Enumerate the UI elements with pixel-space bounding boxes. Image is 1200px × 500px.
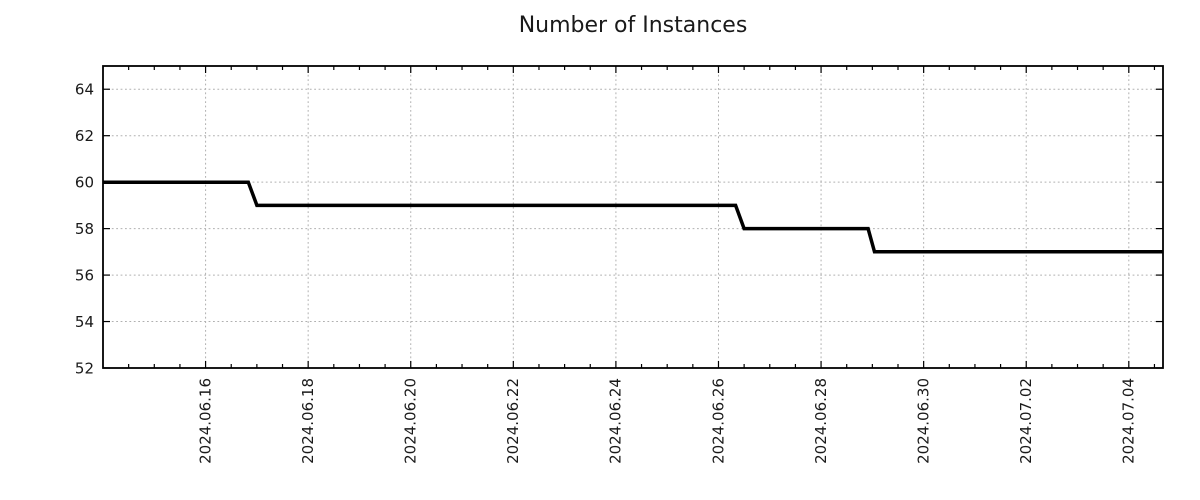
y-tick-label: 62 xyxy=(75,127,94,145)
x-tick-label: 2024.06.18 xyxy=(299,378,317,464)
x-tick-label: 2024.07.04 xyxy=(1120,378,1138,464)
gridlines xyxy=(103,66,1163,368)
x-tick-label: 2024.06.24 xyxy=(607,378,625,464)
plot-border xyxy=(102,65,1164,369)
x-tick-label: 2024.07.02 xyxy=(1017,378,1035,464)
x-tick-label: 2024.06.22 xyxy=(504,378,522,464)
x-tick-label: 2024.06.30 xyxy=(914,378,932,464)
x-tick-labels: 2024.06.16 2024.06.18 2024.06.20 2024.06.22… xyxy=(196,378,1137,464)
y-tick-label: 56 xyxy=(75,266,94,284)
x-tick-label: 2024.06.26 xyxy=(709,378,727,464)
y-tick-label: 58 xyxy=(75,220,94,238)
y-tick-label: 54 xyxy=(75,313,94,331)
x-tick-label: 2024.06.20 xyxy=(402,378,420,464)
y-tick-label: 60 xyxy=(75,173,94,191)
axis-ticks xyxy=(103,66,1163,369)
y-tick-label: 52 xyxy=(75,359,94,377)
y-tick-label: 64 xyxy=(75,80,94,98)
y-tick-labels: 52 54 56 58 60 62 64 xyxy=(75,80,94,377)
chart-title: Number of Instances xyxy=(518,13,748,38)
x-tick-label: 2024.06.28 xyxy=(812,378,830,464)
x-tick-label: 2024.06.16 xyxy=(196,378,214,464)
series-line-instances xyxy=(103,180,1163,254)
